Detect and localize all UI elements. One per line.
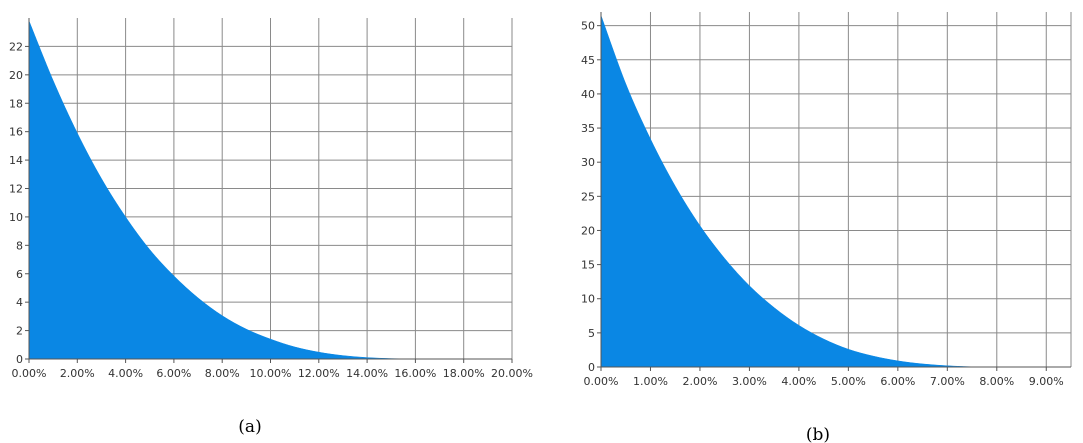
x-tick-label: 8.00% — [979, 375, 1014, 388]
y-tick-label: 22 — [9, 40, 23, 53]
y-tick-label: 18 — [9, 97, 23, 110]
caption-a-text: (a) — [238, 417, 261, 437]
x-tick-label: 8.00% — [205, 367, 240, 380]
area-series — [600, 15, 982, 368]
chart-panel-b: 0 5 10 15 20 25 30 35 40 45 50 0.00% 1.00% 2.00% 3.00%… — [581, 12, 1072, 388]
caption-b-text: (b) — [806, 425, 830, 443]
y-tick-label: 4 — [16, 296, 23, 309]
x-tick-label: 3.00% — [732, 375, 767, 388]
y-tick-label: 15 — [581, 259, 595, 272]
chart-panel-a: 0 2 4 6 8 10 12 14 16 18 20 22 0.00% 2.00% 4.00% 6.00% 8… — [9, 18, 533, 380]
y-tick-label: 30 — [581, 156, 595, 169]
x-tick-label: 5.00% — [831, 375, 866, 388]
y-tick-label: 8 — [16, 239, 23, 252]
y-tick-label: 45 — [581, 54, 595, 67]
caption-a: (a) — [238, 417, 261, 437]
y-tick-label: 16 — [9, 126, 23, 139]
x-tick-label: 10.00% — [250, 367, 292, 380]
y-tick-label: 14 — [9, 154, 23, 167]
x-tick-label: 6.00% — [880, 375, 915, 388]
caption-b: (b) — [806, 425, 830, 443]
x-tick-label: 4.00% — [781, 375, 816, 388]
y-tick-label: 10 — [9, 211, 23, 224]
y-tick-label: 10 — [581, 293, 595, 306]
y-tick-label: 20 — [581, 224, 595, 237]
y-tick-label: 50 — [581, 20, 595, 33]
x-tick-label: 2.00% — [682, 375, 717, 388]
x-tick-label: 4.00% — [108, 367, 143, 380]
x-tick-label: 20.00% — [491, 367, 533, 380]
y-tick-label: 0 — [588, 361, 595, 374]
x-tick-label: 16.00% — [394, 367, 436, 380]
x-tick-label: 14.00% — [346, 367, 388, 380]
area-series — [28, 20, 416, 360]
y-tick-label: 2 — [16, 325, 23, 338]
x-tick-label: 18.00% — [443, 367, 485, 380]
x-tick-label: 2.00% — [60, 367, 95, 380]
x-tick-label: 0.00% — [584, 375, 619, 388]
x-tick-label: 1.00% — [633, 375, 668, 388]
x-tick-label: 9.00% — [1029, 375, 1064, 388]
y-tick-label: 35 — [581, 122, 595, 135]
x-tick-label: 6.00% — [156, 367, 191, 380]
x-tick-label: 12.00% — [298, 367, 340, 380]
y-tick-label: 12 — [9, 183, 23, 196]
x-tick-label: 0.00% — [12, 367, 47, 380]
y-tick-label: 5 — [588, 327, 595, 340]
y-tick-label: 40 — [581, 88, 595, 101]
y-tick-label: 6 — [16, 268, 23, 281]
x-tick-label: 7.00% — [930, 375, 965, 388]
y-tick-label: 0 — [16, 353, 23, 366]
y-tick-label: 20 — [9, 69, 23, 82]
y-tick-label: 25 — [581, 190, 595, 203]
